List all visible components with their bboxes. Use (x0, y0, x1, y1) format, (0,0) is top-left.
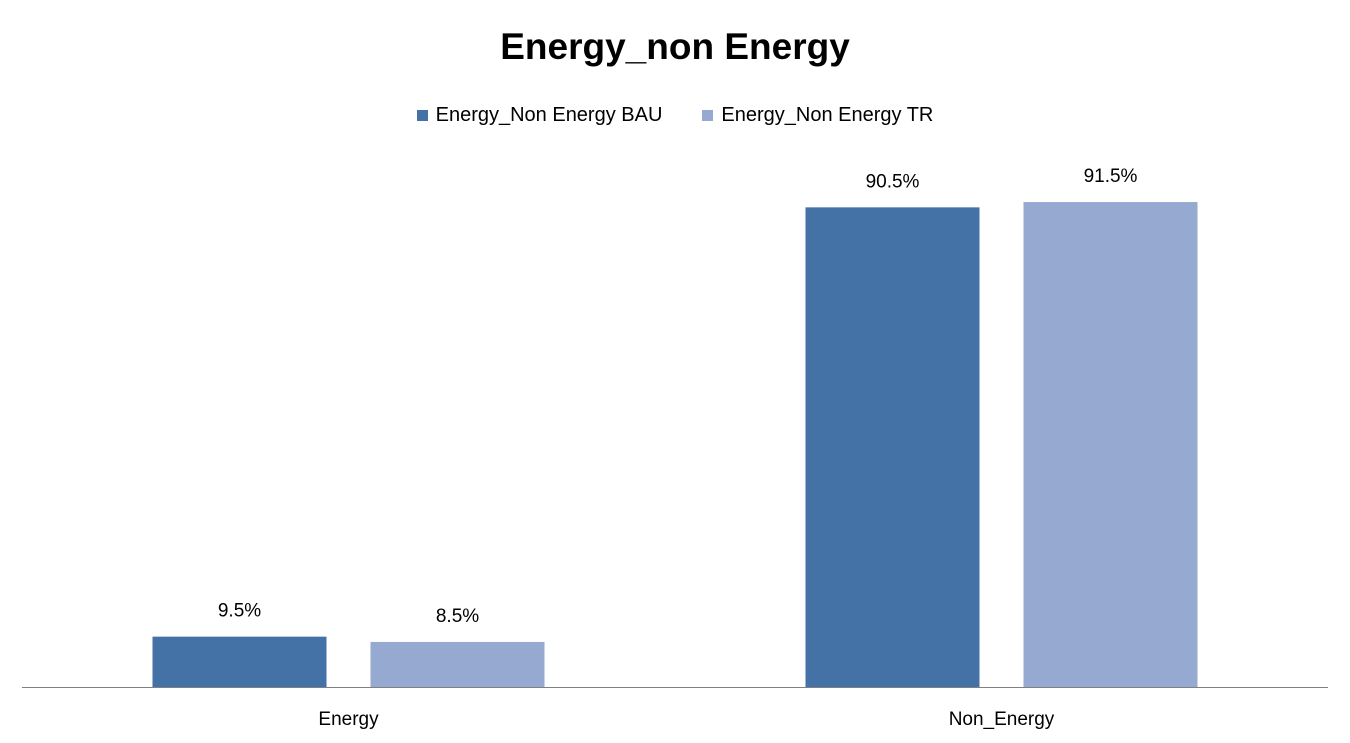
data-label-tr-energy: 8.5% (436, 606, 479, 627)
x-tick-label-energy: Energy (318, 709, 379, 730)
legend-swatch-tr (702, 110, 714, 121)
x-tick-label-non_energy: Non_Energy (949, 709, 1055, 730)
legend-swatch-bau (416, 110, 428, 121)
data-label-tr-non_energy: 91.5% (1084, 166, 1138, 187)
data-label-bau-non_energy: 90.5% (866, 171, 920, 192)
legend-item-tr: Energy_Non Energy TR (702, 104, 933, 127)
legend-label-tr: Energy_Non Energy TR (721, 104, 934, 126)
legend-label-bau: Energy_Non Energy BAU (435, 104, 663, 126)
bar-bau-non_energy (805, 207, 980, 687)
legend: Energy_Non Energy BAU Energy_Non Energy … (0, 104, 1350, 127)
bar-tr-energy (370, 641, 545, 687)
bar-tr-non_energy (1023, 202, 1198, 688)
legend-item-bau: Energy_Non Energy BAU (416, 104, 663, 127)
data-label-bau-energy: 9.5% (218, 601, 261, 622)
chart-title: Energy_non Energy (500, 26, 850, 67)
bar-bau-energy (152, 636, 327, 687)
